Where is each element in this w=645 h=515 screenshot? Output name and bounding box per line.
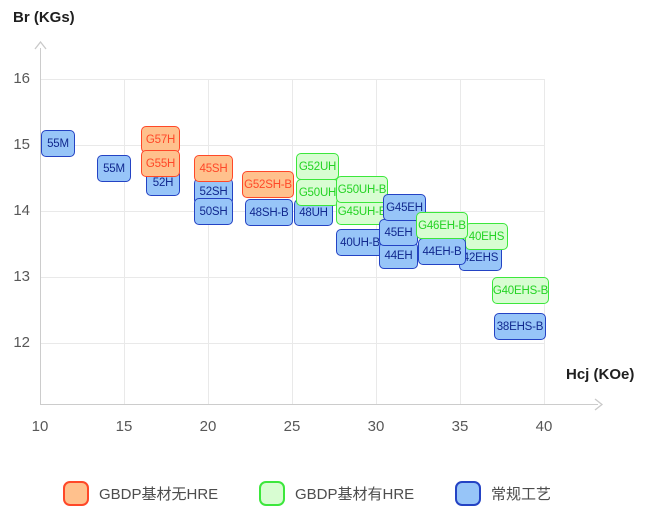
y-tick-label-16: 16: [13, 70, 30, 87]
x-tick-label-40: 40: [535, 418, 553, 435]
legend-item-gbdp_no_hre[interactable]: GBDP基材无HRE: [63, 481, 218, 506]
x-axis-line: [40, 404, 598, 405]
grade-box-45sh[interactable]: 45SH: [194, 155, 233, 182]
gridline-x-20: [208, 79, 209, 404]
x-axis-arrow-icon: [594, 398, 603, 411]
grade-box-55m[interactable]: 55M: [41, 130, 75, 157]
x-tick-label-15: 15: [115, 418, 133, 435]
grade-box-40ehs[interactable]: 40EHS: [465, 223, 508, 250]
gridline-y-13: [40, 277, 545, 278]
x-tick-label-10: 10: [31, 418, 49, 435]
grade-box-g52uh[interactable]: G52UH: [296, 153, 339, 180]
grade-box-44eh[interactable]: 44EH: [379, 242, 418, 269]
gridline-x-25: [292, 79, 293, 404]
grade-box-g57h[interactable]: G57H: [141, 126, 180, 153]
grade-box-g55h[interactable]: G55H: [141, 150, 180, 177]
x-tick-label-25: 25: [283, 418, 301, 435]
grade-box-55m-2[interactable]: 55M: [97, 155, 131, 182]
grade-box-45eh[interactable]: 45EH: [379, 219, 418, 246]
y-tick-label-13: 13: [13, 268, 30, 285]
y-tick-label-14: 14: [13, 202, 30, 219]
grade-box-g40ehs-b[interactable]: G40EHS-B: [492, 277, 549, 304]
x-tick-label-35: 35: [451, 418, 469, 435]
legend-swatch-gbdp_no_hre: [63, 481, 89, 506]
grade-box-g52sh-b[interactable]: G52SH-B: [242, 171, 294, 198]
grade-box-44eh-b[interactable]: 44EH-B: [418, 238, 466, 265]
x-axis-title: Hcj (KOe): [566, 366, 635, 383]
grade-box-48sh-b[interactable]: 48SH-B: [245, 199, 293, 226]
x-tick-label-20: 20: [199, 418, 217, 435]
legend-label-gbdp_no_hre: GBDP基材无HRE: [99, 486, 219, 503]
y-tick-label-12: 12: [13, 334, 30, 351]
x-tick-label-30: 30: [367, 418, 385, 435]
grade-box-g50uh-b[interactable]: G50UH-B: [336, 176, 388, 203]
grade-box-g50uh[interactable]: G50UH: [296, 179, 339, 206]
legend-label-gbdp_hre: GBDP基材有HRE: [295, 486, 415, 503]
gridline-y-15: [40, 145, 545, 146]
gridline-y-16: [40, 79, 545, 80]
gridline-x-40: [544, 79, 545, 404]
grade-box-50sh[interactable]: 50SH: [194, 198, 233, 225]
gridline-y-12: [40, 343, 545, 344]
y-axis-title: Br (KGs): [13, 9, 75, 26]
grade-box-40uh-b[interactable]: 40UH-B: [336, 229, 384, 256]
legend-item-conventional[interactable]: 常规工艺: [455, 481, 551, 506]
legend-item-gbdp_hre[interactable]: GBDP基材有HRE: [259, 481, 414, 506]
grade-box-g46eh-b[interactable]: G46EH-B: [416, 212, 468, 239]
y-axis-arrow-icon: [34, 41, 47, 50]
y-tick-label-15: 15: [13, 136, 30, 153]
grade-box-38ehs-b[interactable]: 38EHS-B: [494, 313, 546, 340]
legend-swatch-gbdp_hre: [259, 481, 285, 506]
y-axis-line: [40, 48, 41, 404]
gridline-x-15: [124, 79, 125, 404]
legend-label-conventional: 常规工艺: [491, 486, 552, 503]
legend-swatch-conventional: [455, 481, 481, 506]
